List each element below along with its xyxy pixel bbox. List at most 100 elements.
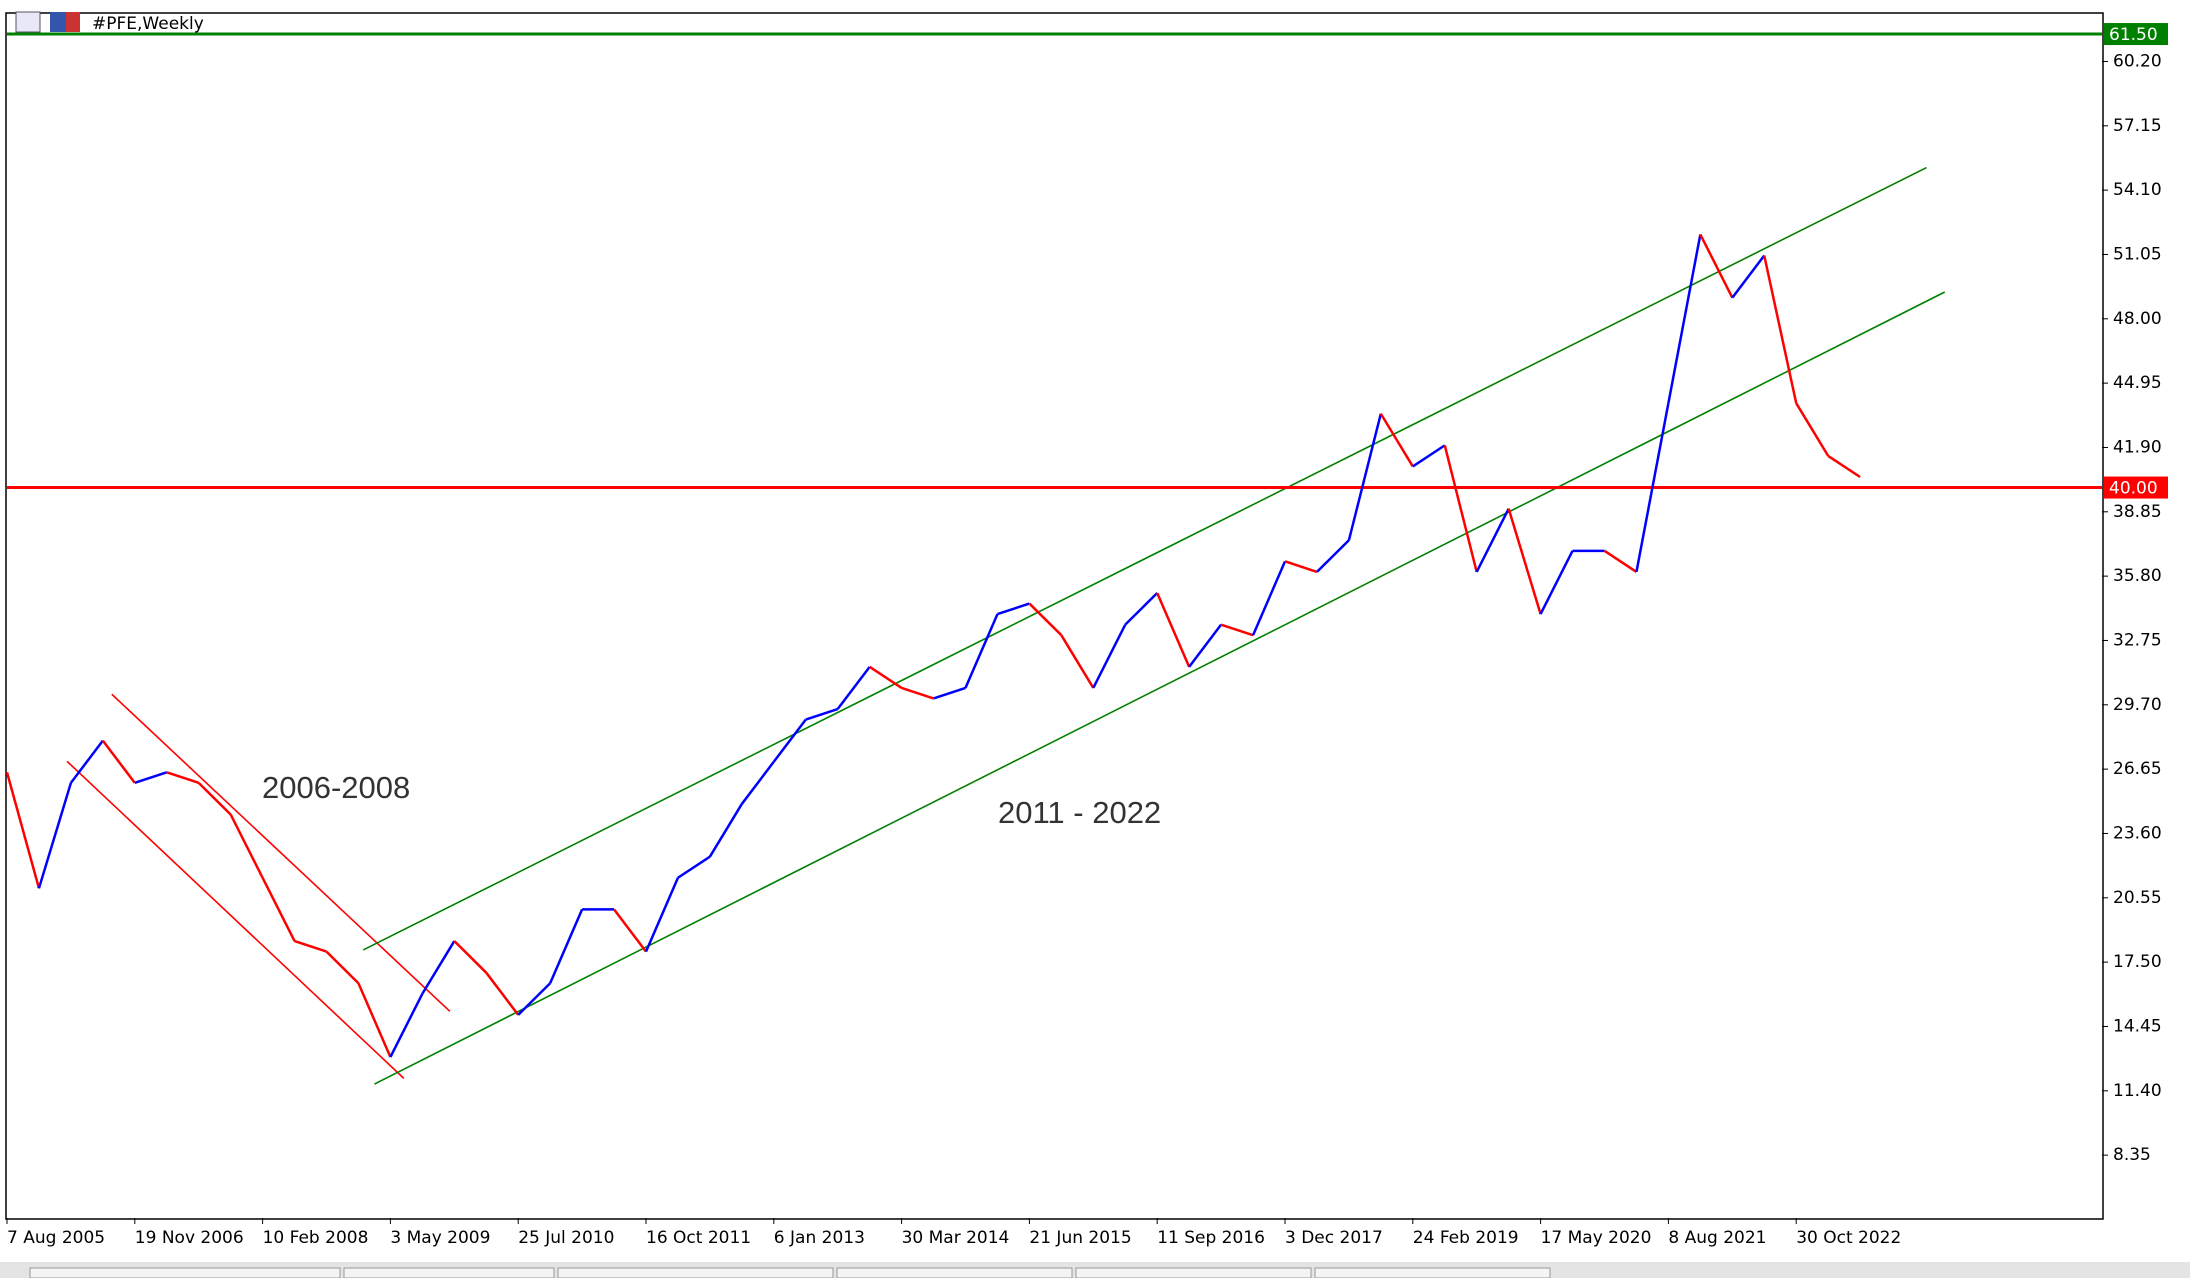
price-segment — [1635, 402, 1670, 573]
y-tick-label: 38.85 — [2113, 502, 2162, 522]
price-segment — [517, 982, 552, 1016]
price-segment — [997, 602, 1030, 616]
price-segment — [166, 771, 200, 785]
x-tick-label: 25 Jul 2010 — [518, 1228, 614, 1248]
price-segment — [5, 771, 41, 889]
level-label: 61.50 — [2109, 25, 2158, 45]
price-segment — [294, 939, 327, 953]
price-segment — [1603, 549, 1638, 573]
price-segment — [1316, 539, 1350, 573]
trend-line — [362, 166, 1927, 951]
annotation: 2011 - 2022 — [998, 795, 1161, 830]
price-segment — [69, 739, 104, 784]
y-tick-label: 17.50 — [2113, 952, 2162, 972]
icon — [50, 12, 66, 32]
annotation: 2006-2008 — [262, 770, 410, 805]
x-tick-label: 21 Jun 2015 — [1029, 1228, 1131, 1248]
price-segment — [1539, 550, 1574, 615]
price-segment — [772, 718, 807, 763]
tab-bar — [0, 1262, 2190, 1278]
y-tick-label: 26.65 — [2113, 759, 2162, 779]
price-segment — [933, 686, 966, 700]
price-segment — [868, 665, 903, 689]
x-tick-label: 8 Aug 2021 — [1668, 1228, 1766, 1248]
price-segment — [1412, 444, 1446, 468]
y-tick-label: 54.10 — [2113, 180, 2162, 200]
price-segment — [1220, 623, 1254, 637]
price-segment — [134, 771, 168, 785]
toolbar-icons — [15, 11, 80, 33]
y-tick-label: 57.15 — [2113, 116, 2162, 136]
y-tick-label: 23.60 — [2113, 823, 2162, 843]
price-segment — [1699, 233, 1734, 299]
price-segment — [1347, 413, 1383, 541]
price-segment — [1443, 445, 1478, 573]
price-segment — [485, 971, 520, 1016]
icon — [15, 11, 41, 33]
x-tick-label: 3 May 2009 — [390, 1228, 490, 1248]
price-segment — [1156, 592, 1191, 668]
y-tick-label: 11.40 — [2113, 1081, 2162, 1101]
price-segment — [197, 781, 232, 816]
price-segment — [805, 707, 839, 721]
tab[interactable] — [1075, 1267, 1312, 1278]
price-segment — [421, 940, 456, 995]
price-segment — [1731, 254, 1766, 299]
tab[interactable] — [557, 1267, 834, 1278]
price-segment — [740, 760, 775, 805]
price-segment — [1475, 508, 1510, 573]
price-segment — [677, 855, 711, 879]
x-tick-label: 11 Sep 2016 — [1157, 1228, 1265, 1248]
price-segment — [644, 877, 680, 953]
x-tick-label: 7 Aug 2005 — [7, 1228, 105, 1248]
price-segment — [1667, 234, 1702, 404]
price-segment — [101, 739, 136, 784]
plot-frame — [5, 12, 2104, 1220]
y-tick-label: 29.70 — [2113, 695, 2162, 715]
price-segment — [549, 908, 584, 984]
x-tick-label: 24 Feb 2019 — [1413, 1228, 1519, 1248]
y-tick-label: 8.35 — [2113, 1145, 2151, 1165]
x-tick-label: 3 Dec 2017 — [1285, 1228, 1383, 1248]
chart-title: #PFE,Weekly — [92, 14, 204, 34]
level-label: 40.00 — [2109, 479, 2158, 499]
x-tick-label: 19 Nov 2006 — [135, 1228, 244, 1248]
price-segment — [1284, 560, 1318, 574]
price-segment — [836, 666, 871, 710]
trend-line — [66, 760, 405, 1079]
price-segment — [1379, 413, 1414, 468]
x-tick-label: 17 May 2020 — [1541, 1228, 1652, 1248]
price-segment — [453, 940, 488, 974]
price-segment — [1092, 624, 1127, 689]
price-segment — [389, 993, 424, 1058]
price-segment — [1124, 592, 1159, 626]
y-tick-label: 60.20 — [2113, 51, 2162, 71]
y-tick-label: 44.95 — [2113, 373, 2162, 393]
y-tick-label: 48.00 — [2113, 309, 2162, 329]
price-segment — [357, 982, 392, 1058]
tab[interactable] — [836, 1267, 1073, 1278]
price-segment — [1763, 255, 1798, 404]
price-segment — [325, 950, 360, 985]
price-segment — [1188, 623, 1223, 668]
level-tag — [2104, 23, 2168, 46]
trend-line — [374, 291, 1946, 1085]
level-tag — [2104, 476, 2168, 499]
y-tick-label: 32.75 — [2113, 630, 2162, 650]
price-segment — [229, 813, 264, 879]
x-tick-label: 6 Jan 2013 — [774, 1228, 865, 1248]
price-segment — [261, 877, 296, 942]
x-tick-label: 16 Oct 2011 — [646, 1228, 751, 1248]
icon — [66, 12, 80, 32]
tab[interactable] — [1314, 1267, 1551, 1278]
tab[interactable] — [29, 1267, 341, 1278]
price-segment — [613, 908, 647, 953]
y-tick-label: 51.05 — [2113, 244, 2162, 264]
price-segment — [1827, 454, 1861, 479]
price-segment — [708, 803, 743, 858]
tab[interactable] — [343, 1267, 555, 1278]
price-segment — [1795, 402, 1830, 457]
